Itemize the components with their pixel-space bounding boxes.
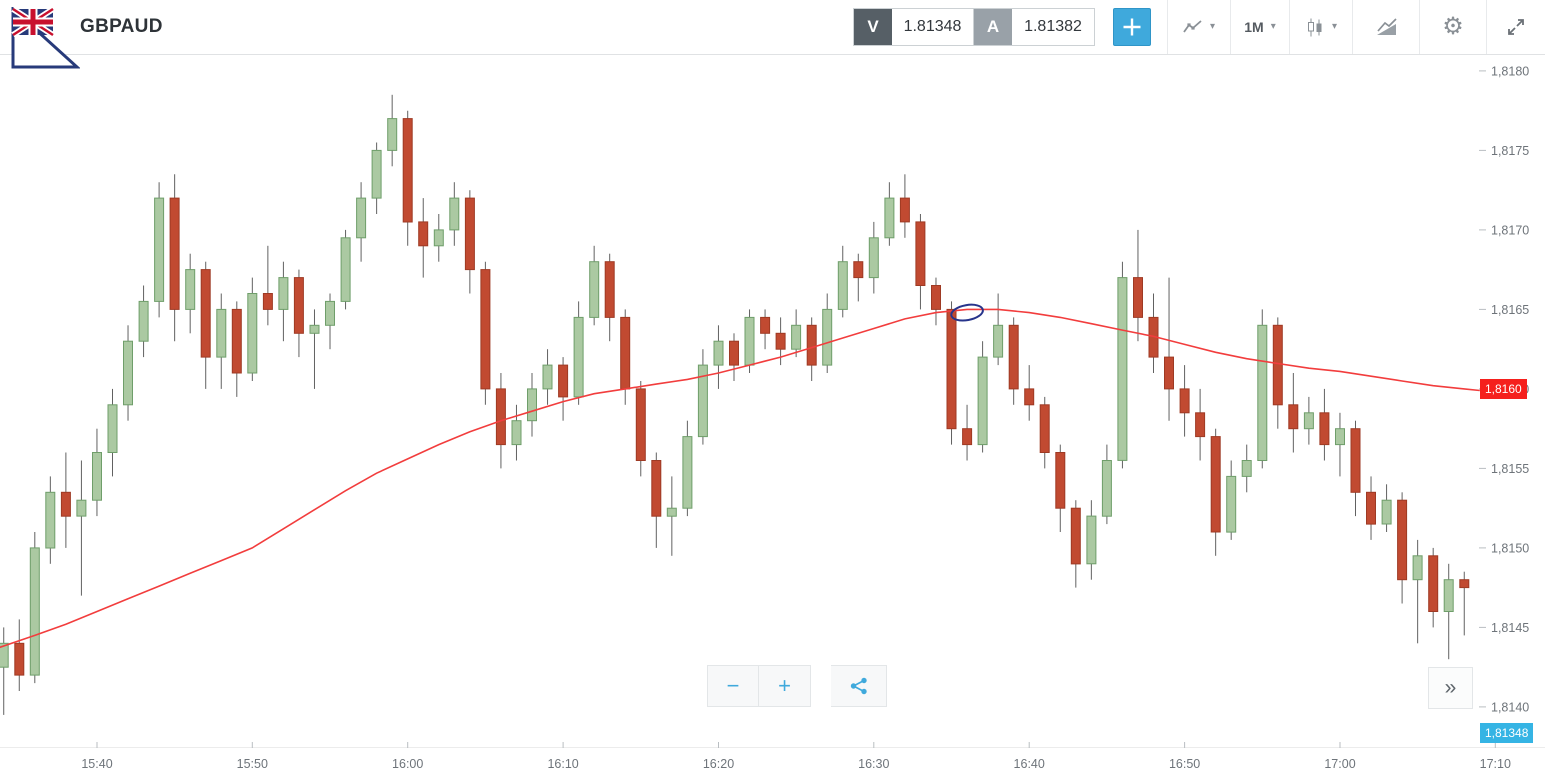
chevron-down-icon: ▾ [1209, 21, 1216, 32]
svg-text:15:40: 15:40 [81, 757, 112, 771]
svg-text:16:00: 16:00 [392, 757, 423, 771]
buy-button[interactable]: A [974, 9, 1012, 45]
svg-text:16:40: 16:40 [1014, 757, 1045, 771]
fullscreen-button[interactable] [1487, 0, 1545, 54]
chart-type-dropdown[interactable]: ▾ [1168, 0, 1230, 54]
timeframe-dropdown[interactable]: 1M ▾ [1231, 0, 1289, 54]
svg-text:1,8140: 1,8140 [1491, 700, 1529, 714]
toolbar-separator [1352, 0, 1353, 54]
indicators-button[interactable] [1353, 0, 1419, 54]
last-price-tag: 1,81348 [1480, 723, 1534, 743]
chart-area[interactable]: 1,8180 1,8175 1,8170 1,8165 1,8160 1,8155 1,81… [0, 55, 1545, 780]
buy-price: 1.81382 [1012, 9, 1094, 45]
svg-text:17:00: 17:00 [1324, 757, 1355, 771]
svg-text:1,8150: 1,8150 [1491, 541, 1529, 555]
ma-price-tag: 1,8160 [1480, 379, 1527, 399]
svg-text:16:10: 16:10 [547, 757, 578, 771]
crosshair-button[interactable] [1113, 8, 1151, 46]
share-button[interactable] [831, 665, 887, 707]
svg-text:1,8155: 1,8155 [1491, 462, 1529, 476]
chevron-down-icon: ▾ [1270, 21, 1276, 32]
candle-style-dropdown[interactable]: ▾ [1290, 0, 1352, 54]
line-chart-icon [1183, 20, 1202, 33]
svg-text:16:50: 16:50 [1169, 757, 1200, 771]
svg-text:1,8175: 1,8175 [1491, 144, 1529, 158]
share-icon [850, 677, 867, 695]
zoom-controls: − + [707, 665, 887, 707]
indicators-icon [1376, 18, 1397, 35]
gear-icon: ⚙ [1442, 13, 1464, 40]
svg-text:17:10: 17:10 [1480, 757, 1511, 771]
toolbar-separator [1289, 0, 1290, 54]
gbpaud-flag-icon [11, 7, 80, 69]
svg-text:1,8145: 1,8145 [1491, 621, 1529, 635]
svg-text:1,8170: 1,8170 [1491, 223, 1529, 237]
expand-icon [1508, 19, 1524, 35]
svg-text:1,8180: 1,8180 [1491, 64, 1529, 78]
collapse-panel-button[interactable]: » [1428, 667, 1473, 709]
symbol-title: GBPAUD [80, 16, 163, 37]
toolbar-separator [1230, 0, 1231, 54]
zoom-out-button[interactable]: − [707, 665, 759, 707]
svg-text:15:50: 15:50 [237, 757, 268, 771]
toolbar-separator [1486, 0, 1487, 54]
timeframe-label: 1M [1244, 19, 1264, 35]
toolbar-controls: V 1.81348 A 1.81382 ▾ 1M ▾ [853, 0, 1545, 54]
settings-button[interactable]: ⚙ [1420, 0, 1486, 54]
sell-price: 1.81348 [892, 9, 974, 45]
zoom-in-button[interactable]: + [759, 665, 811, 707]
sell-button[interactable]: V [854, 9, 892, 45]
svg-text:16:20: 16:20 [703, 757, 734, 771]
crosshair-icon [1123, 18, 1141, 36]
trade-panel: V 1.81348 A 1.81382 [853, 8, 1095, 46]
chevron-down-icon: ▾ [1331, 21, 1338, 32]
toolbar-separator [1419, 0, 1420, 54]
toolbar: GBPAUD V 1.81348 A 1.81382 ▾ 1M ▾ [0, 0, 1545, 69]
svg-text:16:30: 16:30 [858, 757, 889, 771]
toolbar-separator [1167, 0, 1168, 54]
candlestick-icon [1307, 18, 1322, 36]
svg-text:1,8165: 1,8165 [1491, 303, 1529, 317]
